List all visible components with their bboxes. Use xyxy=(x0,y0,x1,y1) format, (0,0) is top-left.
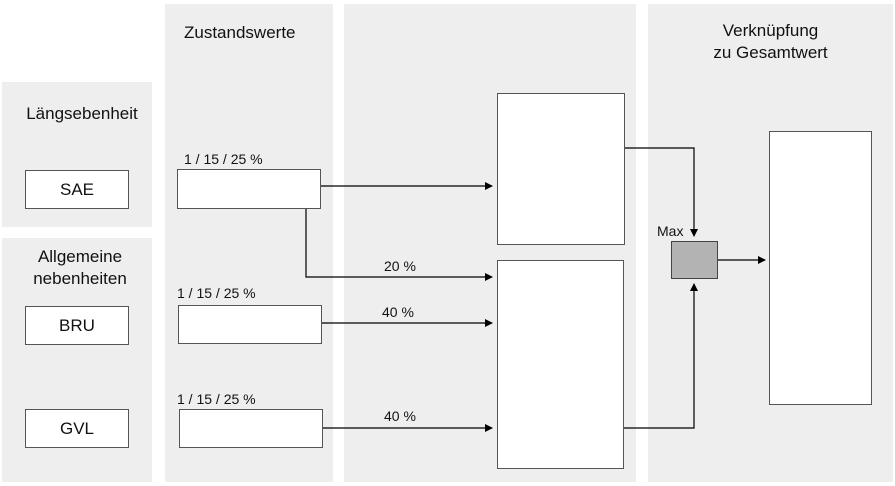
verknuepfung-title-line2: zu Gesamtwert xyxy=(713,43,828,62)
zustandswert-box-gvl xyxy=(179,409,323,448)
weight-label-gvl: 40 % xyxy=(384,408,416,424)
threshold-label-bru: 1 / 15 / 25 % xyxy=(177,285,256,301)
threshold-label-gvl: 1 / 15 / 25 % xyxy=(177,391,256,407)
gesamtwert-box xyxy=(769,131,872,405)
max-label: Max xyxy=(657,223,684,239)
group-label-laengsebenheit: Längsebenheit xyxy=(26,104,138,123)
zustandswert-box-sae xyxy=(177,169,321,209)
aggregation-box-lower xyxy=(497,260,624,469)
max-operator-box xyxy=(671,241,718,279)
zustandswerte-title: Zustandswerte xyxy=(184,23,296,42)
panel-zustandswerte xyxy=(165,4,333,482)
indicator-gvl: GVL xyxy=(25,409,129,448)
group-label-allgemeine-line2: nebenheiten xyxy=(33,269,127,288)
threshold-label-sae: 1 / 15 / 25 % xyxy=(184,151,263,167)
indicator-sae-label: SAE xyxy=(59,179,95,199)
indicator-sae: SAE xyxy=(25,170,129,209)
verknuepfung-title-line1: Verknüpfung xyxy=(722,21,819,40)
weight-label-sae: 20 % xyxy=(384,258,416,274)
indicator-gvl-label: GVL xyxy=(59,418,95,438)
weight-label-bru: 40 % xyxy=(382,304,414,320)
indicator-bru-label: BRU xyxy=(59,315,95,335)
group-label-allgemeine-line1: Allgemeine xyxy=(37,247,123,266)
zustandswert-box-bru xyxy=(178,305,322,344)
indicator-bru: BRU xyxy=(25,306,129,345)
aggregation-box-upper xyxy=(497,93,625,245)
